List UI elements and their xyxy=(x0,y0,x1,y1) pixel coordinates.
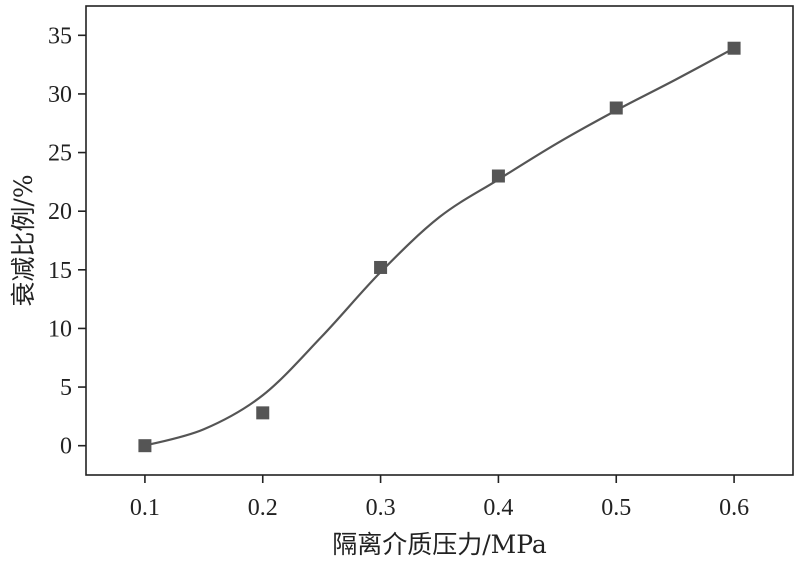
x-tick-label: 0.6 xyxy=(719,495,749,521)
x-tick-label: 0.1 xyxy=(130,495,160,521)
y-tick-label: 20 xyxy=(48,199,72,225)
data-point xyxy=(491,169,505,183)
x-tick-label: 0.2 xyxy=(248,495,278,521)
y-tick-label: 30 xyxy=(48,82,72,108)
data-point xyxy=(138,439,152,453)
y-tick-label: 35 xyxy=(48,23,72,49)
data-points xyxy=(138,41,741,453)
x-axis: 0.1 0.2 0.3 0.4 0.5 0.6 xyxy=(130,475,749,521)
y-axis-label: 衰减比例/% xyxy=(9,174,38,306)
data-point xyxy=(374,260,388,274)
y-tick-label: 10 xyxy=(48,316,72,342)
data-point xyxy=(727,41,741,55)
y-tick-label: 0 xyxy=(60,434,72,460)
plot-area: 0.1 0.2 0.3 0.4 0.5 0.6 0 5 10 15 20 25 30 35 xyxy=(48,5,794,521)
data-point xyxy=(609,101,623,115)
y-tick-label: 15 xyxy=(48,258,72,284)
y-tick-label: 25 xyxy=(48,141,72,167)
fit-curve xyxy=(144,47,735,447)
x-axis-label: 隔离介质压力/MPa xyxy=(332,530,547,559)
data-point xyxy=(256,406,270,420)
x-tick-label: 0.4 xyxy=(483,495,513,521)
y-tick-label: 5 xyxy=(60,375,72,401)
x-tick-label: 0.3 xyxy=(366,495,396,521)
x-tick-label: 0.5 xyxy=(601,495,631,521)
plot-frame xyxy=(85,5,794,476)
y-axis: 0 5 10 15 20 25 30 35 xyxy=(48,23,86,460)
